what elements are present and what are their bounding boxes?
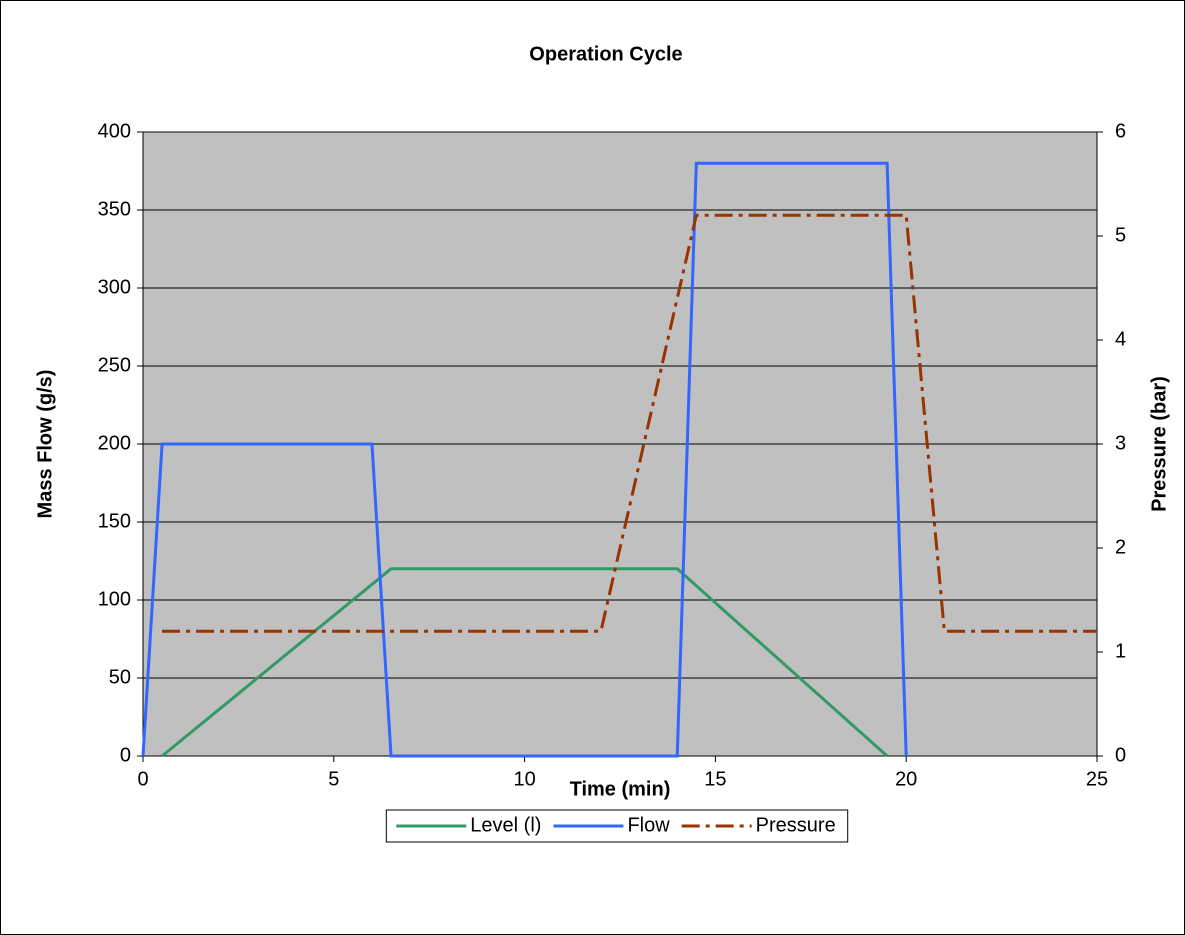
y2-tick-label: 2 <box>1115 536 1126 558</box>
y-axis-label: Mass Flow (g/s) <box>34 370 56 519</box>
legend-label: Flow <box>627 814 670 836</box>
y-tick-label: 100 <box>98 588 131 610</box>
y-tick-label: 150 <box>98 510 131 532</box>
y2-axis-label: Pressure (bar) <box>1148 376 1170 512</box>
y2-tick-label: 4 <box>1115 328 1126 350</box>
series-line <box>141 161 908 758</box>
series-line <box>161 567 889 758</box>
x-axis-label: Time (min) <box>570 778 671 800</box>
x-tick-label: 15 <box>704 768 726 790</box>
x-tick-label: 5 <box>328 768 339 790</box>
y-tick-label: 300 <box>98 276 131 298</box>
y2-tick-label: 3 <box>1115 432 1126 454</box>
chart-title: Operation Cycle <box>529 43 682 65</box>
series-line <box>162 213 1097 633</box>
x-tick-label: 20 <box>895 768 917 790</box>
y-tick-label: 50 <box>109 666 131 688</box>
y2-tick-label: 5 <box>1115 224 1126 246</box>
y-tick-label: 400 <box>98 120 131 142</box>
y-tick-label: 200 <box>98 432 131 454</box>
x-tick-label: 0 <box>137 768 148 790</box>
y2-tick-label: 0 <box>1115 744 1126 766</box>
y-tick-label: 250 <box>98 354 131 376</box>
legend-label: Level (l) <box>470 814 541 836</box>
y-tick-label: 0 <box>120 744 131 766</box>
x-tick-label: 25 <box>1086 768 1108 790</box>
x-tick-label: 10 <box>513 768 535 790</box>
legend-label: Pressure <box>756 814 836 836</box>
y2-tick-label: 6 <box>1115 120 1126 142</box>
y2-tick-label: 1 <box>1115 640 1126 662</box>
y-tick-label: 350 <box>98 198 131 220</box>
